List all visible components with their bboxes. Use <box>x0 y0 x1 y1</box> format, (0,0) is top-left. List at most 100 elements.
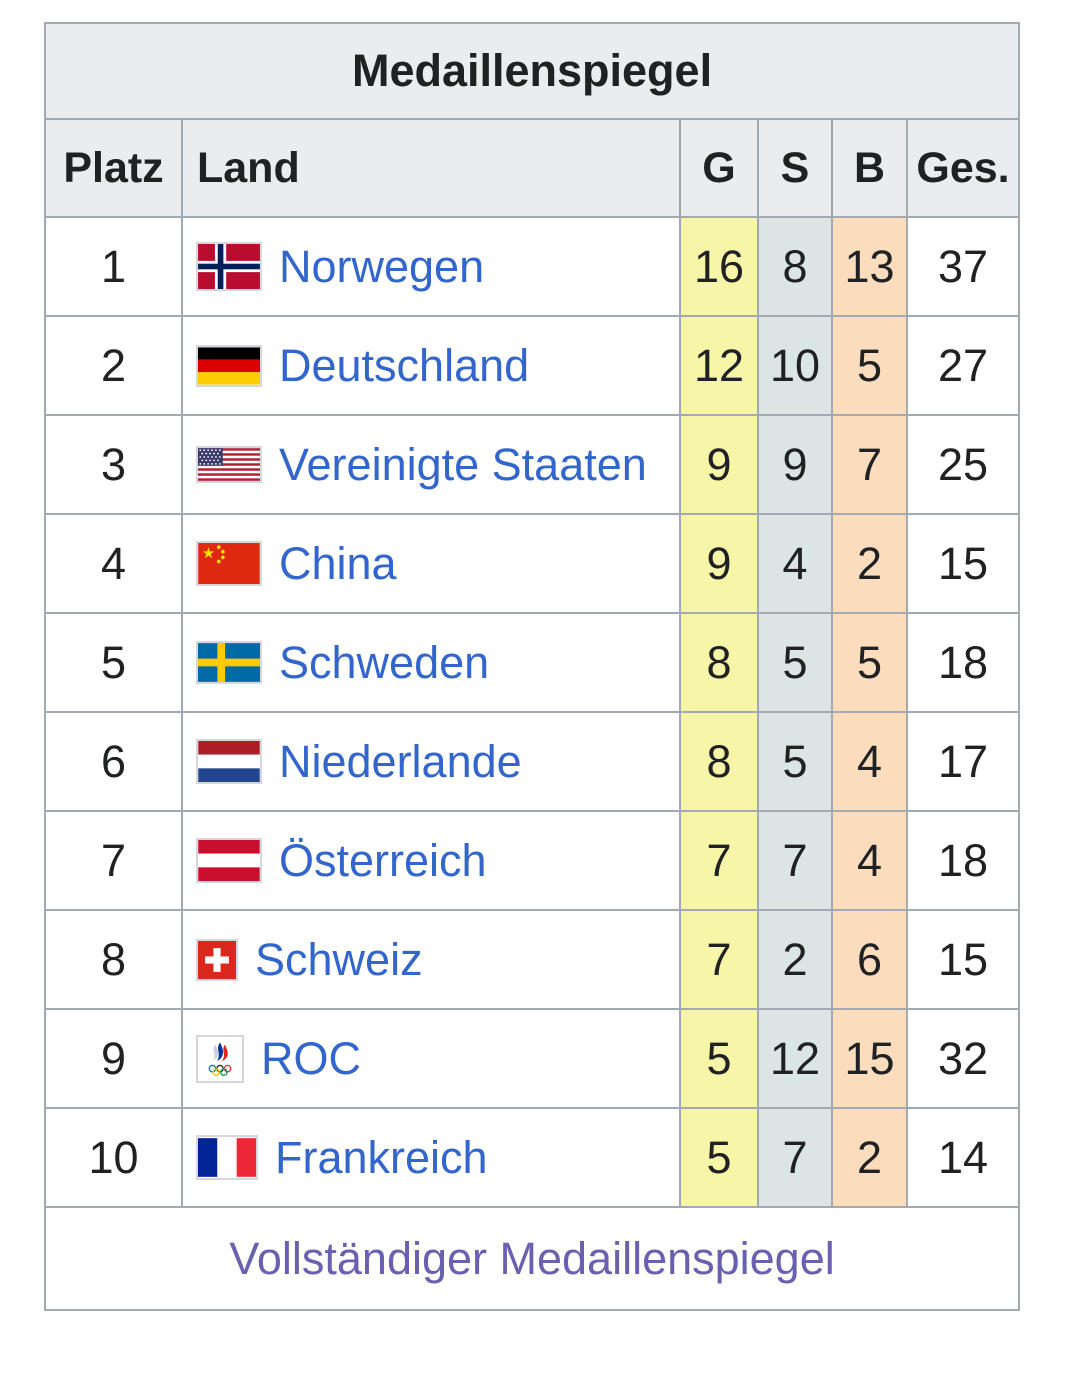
silver-count-cell: 5 <box>757 612 833 713</box>
bronze-count-cell: 2 <box>831 513 908 614</box>
medal-rows: 1 Norwegen 16 8 13 37 2 Deutschland 12 1… <box>44 216 1021 1208</box>
title-row: Medaillenspiegel <box>43 22 1021 120</box>
norway-flag <box>196 242 262 291</box>
total-count-cell: 27 <box>905 315 1021 416</box>
rank-cell: 6 <box>44 711 183 812</box>
switzerland-flag <box>196 938 238 981</box>
country-link[interactable]: Schweden <box>279 636 490 688</box>
country-cell: ROC <box>181 1008 681 1109</box>
bronze-count-cell: 5 <box>831 315 908 416</box>
silver-count-cell: 10 <box>757 315 833 416</box>
table-row: 2 Deutschland 12 10 5 27 <box>44 315 1021 416</box>
country-cell: Schweiz <box>181 909 681 1010</box>
france-flag <box>196 1135 258 1180</box>
column-header-rank: Platz <box>44 118 183 218</box>
country-link[interactable]: Schweiz <box>255 933 423 985</box>
rank-cell: 2 <box>44 315 183 416</box>
rank-cell: 9 <box>44 1008 183 1109</box>
silver-count-cell: 7 <box>757 1107 833 1208</box>
bronze-count-cell: 5 <box>831 612 908 713</box>
table-row: 9 ROC 5 12 15 32 <box>44 1008 1021 1109</box>
total-count-cell: 18 <box>905 810 1021 911</box>
bronze-count-cell: 6 <box>831 909 908 1010</box>
table-row: 1 Norwegen 16 8 13 37 <box>44 216 1021 317</box>
gold-count-cell: 7 <box>679 909 759 1010</box>
gold-count-cell: 16 <box>679 216 759 317</box>
rank-cell: 5 <box>44 612 183 713</box>
silver-count-cell: 7 <box>757 810 833 911</box>
country-cell: Frankreich <box>181 1107 681 1208</box>
roc-flag <box>196 1034 244 1083</box>
silver-count-cell: 5 <box>757 711 833 812</box>
table-title: Medaillenspiegel <box>43 22 1021 120</box>
full-medal-table-link[interactable]: Vollständiger Medaillenspiegel <box>229 1232 835 1284</box>
country-cell: Norwegen <box>181 216 681 317</box>
country-link[interactable]: China <box>279 537 397 589</box>
sweden-flag <box>196 641 262 684</box>
usa-flag <box>196 446 262 483</box>
footer-cell: Vollständiger Medaillenspiegel <box>43 1206 1021 1311</box>
bronze-count-cell: 4 <box>831 810 908 911</box>
total-count-cell: 15 <box>905 909 1021 1010</box>
country-link[interactable]: Niederlande <box>279 735 522 787</box>
rank-cell: 10 <box>44 1107 183 1208</box>
bronze-count-cell: 15 <box>831 1008 908 1109</box>
gold-count-cell: 5 <box>679 1107 759 1208</box>
column-header-total: Ges. <box>905 118 1021 218</box>
footer-row: Vollständiger Medaillenspiegel <box>43 1206 1021 1311</box>
silver-count-cell: 12 <box>757 1008 833 1109</box>
gold-count-cell: 12 <box>679 315 759 416</box>
table-row: 4 China 9 4 2 15 <box>44 513 1021 614</box>
total-count-cell: 37 <box>905 216 1021 317</box>
gold-count-cell: 7 <box>679 810 759 911</box>
country-cell: China <box>181 513 681 614</box>
medal-table: Medaillenspiegel Platz Land G S B Ges. 1… <box>43 22 1021 1311</box>
gold-count-cell: 9 <box>679 414 759 515</box>
gold-count-cell: 8 <box>679 612 759 713</box>
table-row: 10 Frankreich 5 7 2 14 <box>44 1107 1021 1208</box>
table-row: 7 Österreich 7 7 4 18 <box>44 810 1021 911</box>
column-header-silver: S <box>757 118 833 218</box>
column-header-gold: G <box>679 118 759 218</box>
total-count-cell: 15 <box>905 513 1021 614</box>
table-row: 5 Schweden 8 5 5 18 <box>44 612 1021 713</box>
rank-cell: 3 <box>44 414 183 515</box>
table-row: 8 Schweiz 7 2 6 15 <box>44 909 1021 1010</box>
netherlands-flag <box>196 739 262 784</box>
rank-cell: 4 <box>44 513 183 614</box>
country-link[interactable]: Frankreich <box>275 1131 488 1183</box>
rank-cell: 8 <box>44 909 183 1010</box>
country-cell: Vereinigte Staaten <box>181 414 681 515</box>
silver-count-cell: 2 <box>757 909 833 1010</box>
gold-count-cell: 8 <box>679 711 759 812</box>
rank-cell: 1 <box>44 216 183 317</box>
total-count-cell: 14 <box>905 1107 1021 1208</box>
bronze-count-cell: 13 <box>831 216 908 317</box>
country-cell: Schweden <box>181 612 681 713</box>
rank-cell: 7 <box>44 810 183 911</box>
bronze-count-cell: 4 <box>831 711 908 812</box>
column-header-bronze: B <box>831 118 908 218</box>
austria-flag <box>196 838 262 883</box>
country-link[interactable]: Österreich <box>279 834 487 886</box>
country-link[interactable]: ROC <box>261 1032 361 1084</box>
country-cell: Österreich <box>181 810 681 911</box>
china-flag <box>196 541 262 586</box>
total-count-cell: 32 <box>905 1008 1021 1109</box>
column-header-country: Land <box>181 118 681 218</box>
country-link[interactable]: Norwegen <box>279 240 485 292</box>
country-link[interactable]: Vereinigte Staaten <box>279 438 647 490</box>
silver-count-cell: 4 <box>757 513 833 614</box>
table-row: 3 Vereinigte Staaten 9 9 7 25 <box>44 414 1021 515</box>
total-count-cell: 18 <box>905 612 1021 713</box>
table-row: 6 Niederlande 8 5 4 17 <box>44 711 1021 812</box>
country-cell: Deutschland <box>181 315 681 416</box>
silver-count-cell: 8 <box>757 216 833 317</box>
bronze-count-cell: 7 <box>831 414 908 515</box>
total-count-cell: 17 <box>905 711 1021 812</box>
country-link[interactable]: Deutschland <box>279 339 530 391</box>
silver-count-cell: 9 <box>757 414 833 515</box>
total-count-cell: 25 <box>905 414 1021 515</box>
gold-count-cell: 9 <box>679 513 759 614</box>
gold-count-cell: 5 <box>679 1008 759 1109</box>
